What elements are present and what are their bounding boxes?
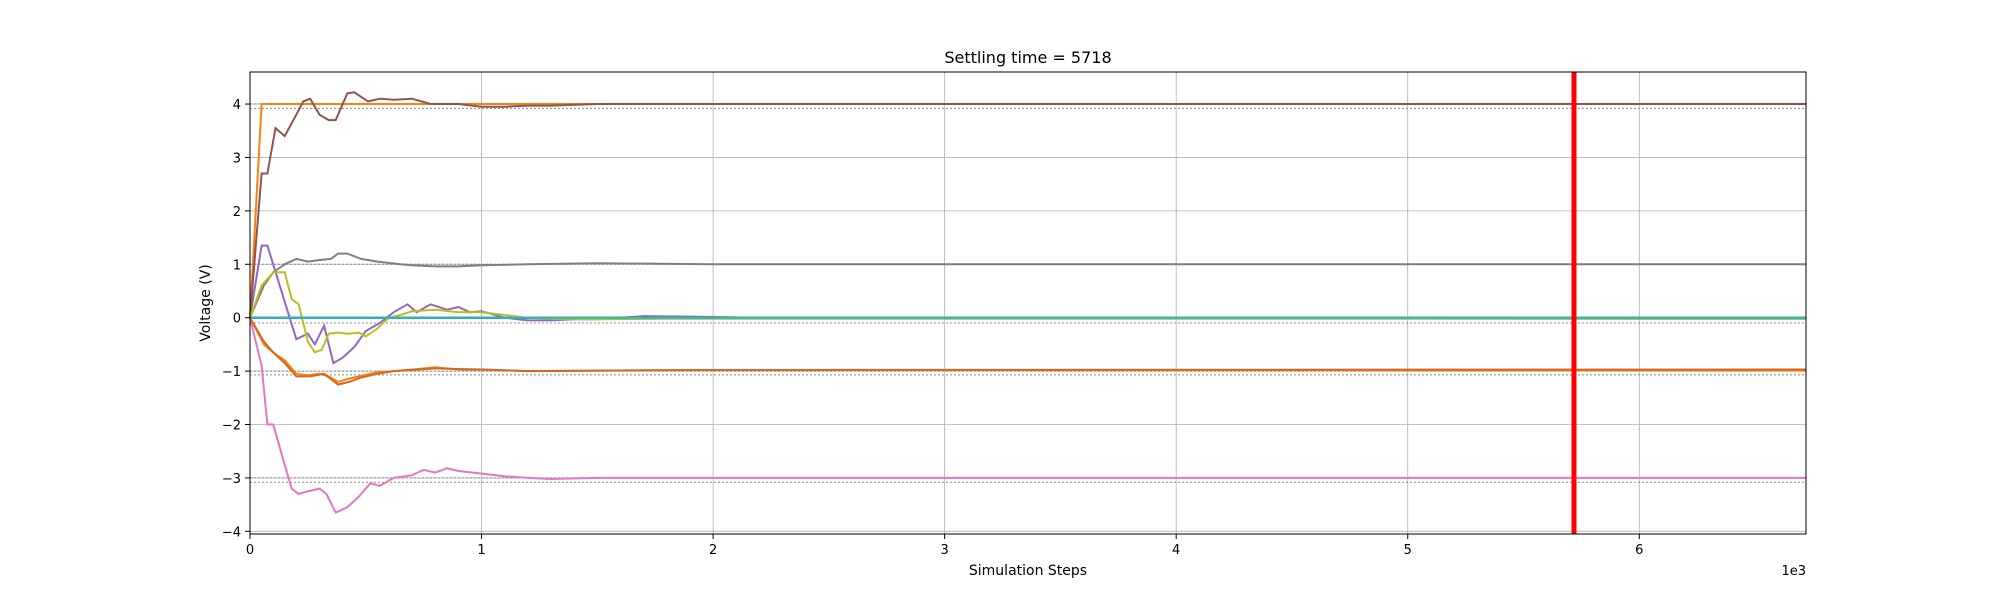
x-tick-label: 2 xyxy=(709,543,717,558)
chart-title: Settling time = 5718 xyxy=(944,48,1111,67)
y-tick-label: 3 xyxy=(233,151,241,166)
x-axis-label: Simulation Steps xyxy=(969,563,1087,579)
x-tick-label: 0 xyxy=(246,543,254,558)
x-tick-label: 3 xyxy=(941,543,949,558)
y-tick-label: −2 xyxy=(222,419,241,434)
plot-background xyxy=(250,72,1806,534)
y-tick-label: 0 xyxy=(233,312,241,327)
y-tick-label: −1 xyxy=(222,365,241,380)
y-tick-label: 4 xyxy=(233,98,241,113)
y-tick-label: −4 xyxy=(222,525,241,540)
series-line xyxy=(249,91,1806,318)
series-line xyxy=(249,252,1806,319)
x-tick-label: 5 xyxy=(1404,543,1412,558)
series-line xyxy=(249,317,1807,386)
axis-ticks: 0 1 2 3 4 5 6 −4 −3 −2 −1 0 1 2 3 4 xyxy=(222,98,1644,558)
x-tick-label: 4 xyxy=(1172,543,1180,558)
y-tick-label: 2 xyxy=(233,205,241,220)
series-line xyxy=(249,317,1806,514)
y-tick-label: 1 xyxy=(233,258,241,273)
x-offset-text: 1e3 xyxy=(1781,564,1806,579)
x-tick-label: 1 xyxy=(477,543,485,558)
plot-frame xyxy=(249,71,1807,535)
series-lines xyxy=(249,91,1807,514)
y-tick-label: −3 xyxy=(222,472,241,487)
x-tick-label: 6 xyxy=(1635,543,1643,558)
y-axis-label: Voltage (V) xyxy=(198,264,214,341)
